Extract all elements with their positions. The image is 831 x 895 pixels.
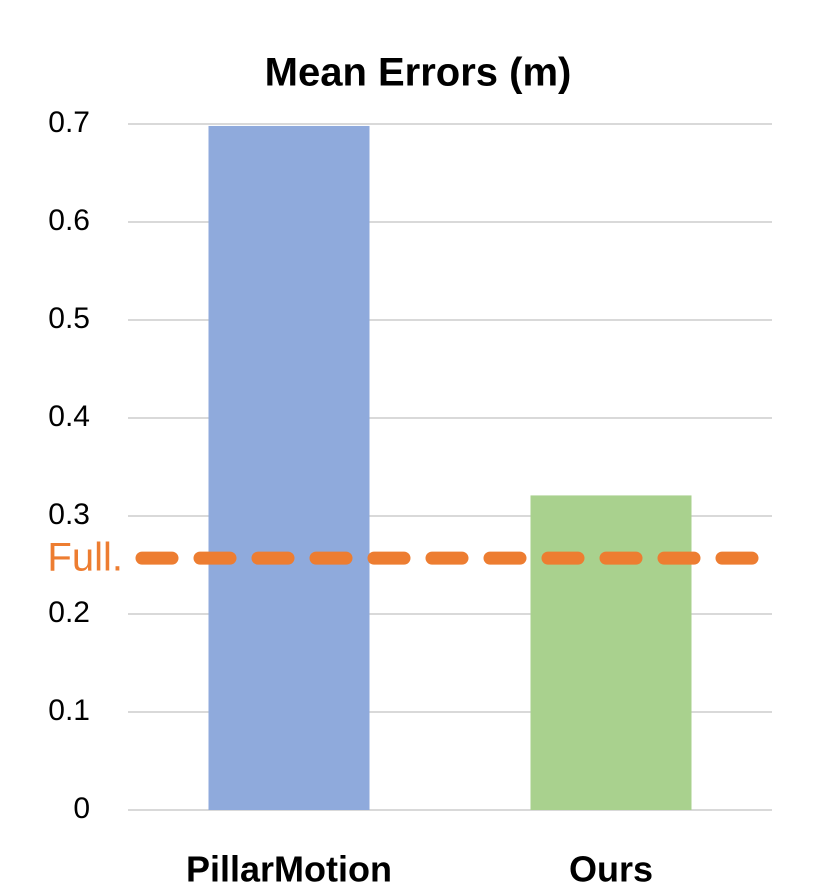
chart-title: Mean Errors (m) [265,51,572,95]
reference-label: Full. [47,536,123,580]
x-tick-label: Ours [569,849,653,890]
bar [530,495,692,810]
bar [208,125,370,810]
y-tick-label: 0.5 [48,302,90,335]
y-tick-label: 0.6 [48,204,90,237]
y-tick-label: 0.2 [48,596,90,629]
y-tick-label: 0.7 [48,106,90,139]
y-tick-label: 0.3 [48,498,90,531]
x-tick-label: PillarMotion [186,849,392,890]
y-tick-label: 0.1 [48,694,90,727]
y-tick-label: 0 [73,792,90,825]
y-tick-label: 0.4 [48,400,90,433]
